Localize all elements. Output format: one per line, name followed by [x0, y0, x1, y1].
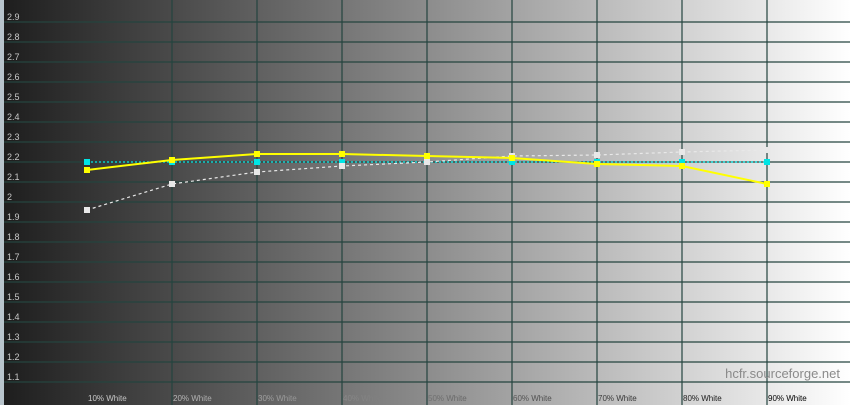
- data-point: [339, 151, 345, 157]
- data-point: [764, 181, 770, 187]
- x-tick-label: 50% White: [428, 394, 467, 403]
- series-2: [84, 151, 770, 187]
- data-point: [594, 152, 600, 158]
- data-point: [509, 155, 515, 161]
- data-point: [84, 159, 90, 165]
- data-point: [339, 163, 345, 169]
- data-point: [169, 181, 175, 187]
- y-tick-label: 1.8: [7, 232, 20, 242]
- data-point: [339, 159, 345, 165]
- y-tick-label: 1.9: [7, 212, 20, 222]
- data-point: [424, 159, 430, 165]
- series-line: [86, 149, 768, 211]
- data-point: [509, 159, 515, 165]
- data-point: [84, 207, 90, 213]
- x-tick-label: 60% White: [513, 394, 552, 403]
- data-point: [679, 163, 685, 169]
- y-tick-label: 1.3: [7, 332, 20, 342]
- y-tick-label: 2.6: [7, 72, 20, 82]
- y-tick-label: 2.9: [7, 12, 20, 22]
- y-tick-label: 2.1: [7, 172, 20, 182]
- x-tick-label: 20% White: [173, 394, 212, 403]
- data-point: [764, 147, 770, 153]
- y-tick-label: 2.3: [7, 132, 20, 142]
- y-tick-label: 1.1: [7, 372, 20, 382]
- data-point: [254, 151, 260, 157]
- x-tick-label: 90% White: [768, 394, 807, 403]
- y-tick-label: 1.5: [7, 292, 20, 302]
- watermark: hcfr.sourceforge.net: [725, 366, 840, 381]
- y-tick-label: 1.4: [7, 312, 20, 322]
- data-point: [764, 159, 770, 165]
- data-point: [679, 149, 685, 155]
- x-tick-label: 40% White: [343, 394, 382, 403]
- data-point: [254, 159, 260, 165]
- x-tick-label: 10% White: [88, 394, 127, 403]
- data-point: [254, 169, 260, 175]
- y-tick-label: 2.5: [7, 92, 20, 102]
- y-tick-label: 2.7: [7, 52, 20, 62]
- data-point: [84, 167, 90, 173]
- data-point: [424, 153, 430, 159]
- data-point: [594, 161, 600, 167]
- y-tick-label: 2: [7, 192, 12, 202]
- x-tick-label: 30% White: [258, 394, 297, 403]
- y-tick-label: 2.8: [7, 32, 20, 42]
- y-tick-label: 2.2: [7, 152, 20, 162]
- data-point: [679, 159, 685, 165]
- y-tick-label: 1.6: [7, 272, 20, 282]
- y-tick-label: 1.7: [7, 252, 20, 262]
- data-point: [169, 157, 175, 163]
- y-tick-label: 1.2: [7, 352, 20, 362]
- y-tick-label: 2.4: [7, 112, 20, 122]
- x-tick-label: 70% White: [598, 394, 637, 403]
- x-tick-label: 80% White: [683, 394, 722, 403]
